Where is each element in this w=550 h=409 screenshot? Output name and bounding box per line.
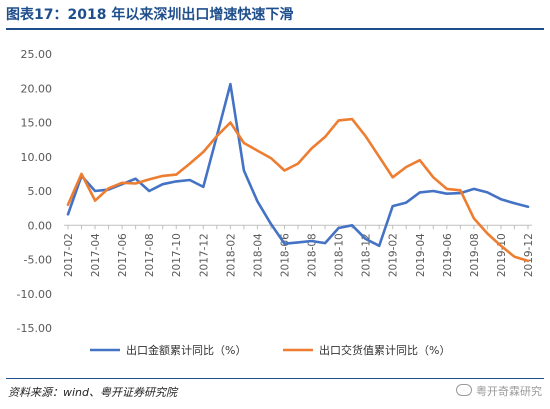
x-tick-label: 2019-12: [523, 233, 535, 277]
x-tick-label: 2017-08: [144, 233, 156, 277]
x-tick-label: 2019-04: [415, 233, 427, 277]
x-tick-label: 2017-06: [117, 233, 129, 277]
watermark-text: 粤开奇霖研究: [476, 385, 542, 398]
y-tick-label: -15.00: [17, 322, 52, 335]
y-tick-label: -5.00: [24, 254, 52, 267]
x-tick-label: 2018-04: [252, 233, 264, 277]
legend-label: 出口交货值累计同比（%）: [319, 343, 450, 357]
chart-title: 图表17：2018 年以来深圳出口增速快速下滑: [6, 7, 294, 23]
line-chart: -15.00 -10.00 -5.00 0.00 5.00 10.00 15.00 20.00…: [17, 48, 535, 357]
series-line-exchange-value: [66, 117, 530, 263]
y-axis-labels: -15.00 -10.00 -5.00 0.00 5.00 10.00 15.00 20.00…: [17, 48, 52, 335]
series-lines: [66, 82, 530, 263]
watermark: 粤开奇霖研究: [456, 383, 542, 399]
x-tick-label: 2018-10: [334, 233, 346, 277]
y-tick-label: 15.00: [21, 117, 53, 130]
y-tick-label: -10.00: [17, 288, 52, 301]
title-divider: [6, 28, 544, 30]
source-note: 资料来源：wind、粤开证券研究院: [8, 386, 178, 399]
x-tick-label: 2017-10: [171, 233, 183, 277]
x-tick-label: 2019-08: [469, 233, 481, 277]
x-tick-label: 2017-12: [198, 233, 210, 277]
series-line-export-value: [66, 82, 530, 248]
y-tick-label: 25.00: [21, 48, 53, 61]
x-tick-label: 2018-08: [307, 233, 319, 277]
legend-label: 出口金额累计同比（%）: [126, 343, 246, 357]
x-tick-label: 2018-12: [361, 233, 373, 277]
x-tick-label: 2019-06: [442, 233, 454, 277]
wechat-icon: [456, 384, 472, 396]
source-divider: [6, 378, 544, 379]
x-tick-label: 2019-10: [496, 233, 508, 277]
x-axis-ticks: [67, 225, 529, 230]
x-axis-labels: 2017-02 2017-04 2017-06 2017-08 2017-10 2017-…: [63, 233, 535, 277]
legend: 出口金额累计同比（%） 出口交货值累计同比（%）: [90, 343, 450, 357]
y-tick-label: 5.00: [28, 185, 53, 198]
x-tick-label: 2018-02: [225, 233, 237, 277]
x-tick-label: 2019-02: [388, 233, 400, 277]
y-tick-label: 20.00: [21, 82, 53, 95]
y-tick-label: 0.00: [28, 219, 53, 232]
x-tick-label: 2017-02: [63, 233, 75, 277]
x-tick-label: 2017-04: [90, 233, 102, 277]
y-tick-label: 10.00: [21, 151, 53, 164]
